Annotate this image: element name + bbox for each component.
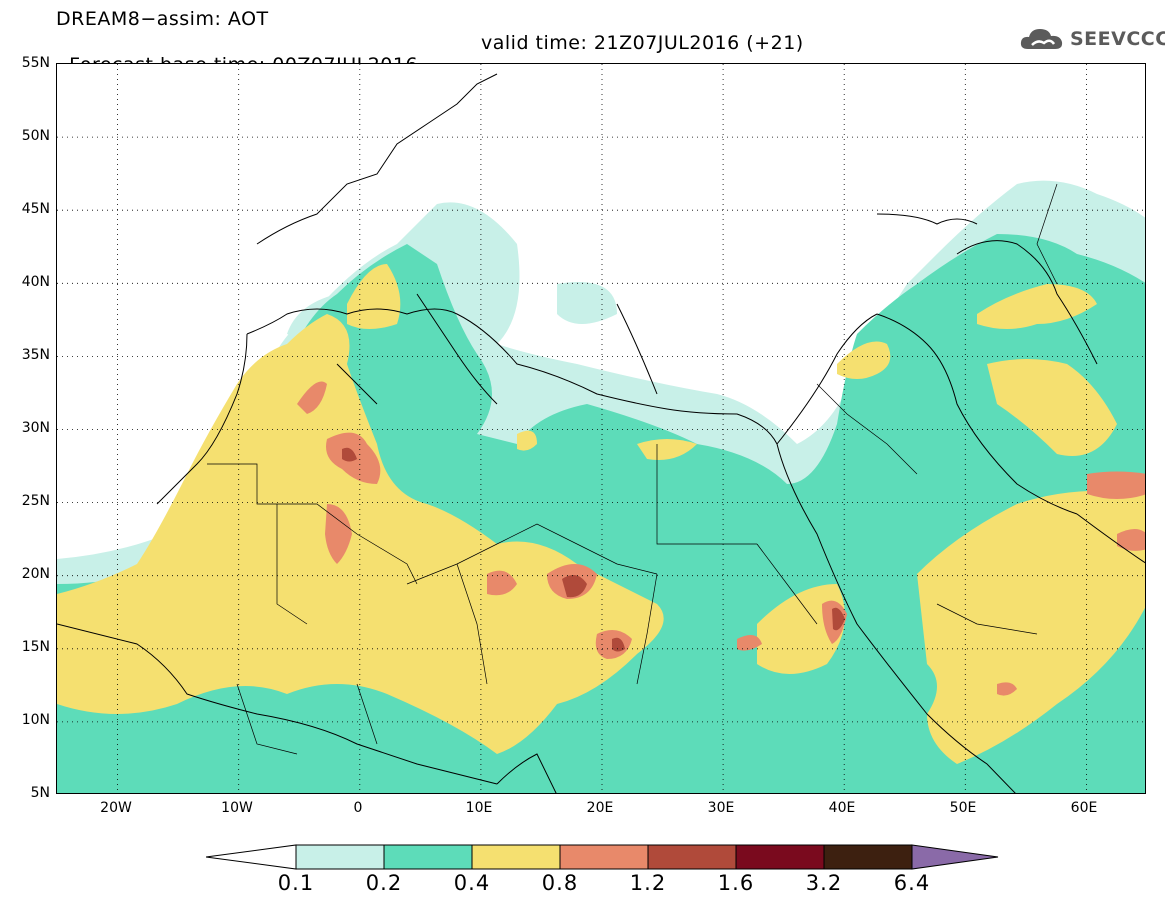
country-borders [207, 183, 1058, 755]
colorbar-label-0.8: 0.8 [541, 871, 579, 895]
coastlines [57, 73, 1145, 793]
lat-label-40n: 40N [21, 274, 50, 290]
lat-label-45n: 45N [21, 201, 50, 217]
colorbar-label-3.2: 3.2 [805, 871, 843, 895]
colorbar-bin-1.2 [647, 844, 737, 870]
colorbar-label-1.6: 1.6 [717, 871, 755, 895]
lat-label-35n: 35N [21, 347, 50, 363]
lat-label-5n: 5N [30, 785, 50, 801]
valid-time-label: valid time: 21Z07JUL2016 (+21) [481, 32, 804, 54]
lat-label-30n: 30N [21, 420, 50, 436]
colorbar-bin-3.2 [823, 844, 913, 870]
aot-contour-0.4 [57, 264, 1145, 764]
map-title: DREAM8−assim: AOT [56, 8, 269, 30]
cloud-icon [1020, 29, 1063, 49]
lon-label-30e: 30E [707, 800, 735, 816]
aot-contour-1.2 [342, 447, 845, 652]
colorbar-under-arrow [206, 844, 297, 870]
colorbar-label-6.4: 6.4 [893, 871, 931, 895]
lon-label-60e: 60E [1070, 800, 1098, 816]
colorbar-bin-0.8 [559, 844, 649, 870]
colorbar-bin-0.2 [383, 844, 473, 870]
aot-map [56, 63, 1146, 794]
lon-label-50e: 50E [949, 800, 977, 816]
colorbar-label-0.2: 0.2 [365, 871, 403, 895]
lon-label-0: 0 [353, 800, 363, 816]
colorbar-over-arrow [911, 844, 999, 870]
lon-label-20w: 20W [100, 800, 132, 816]
lat-label-25n: 25N [21, 493, 50, 509]
lon-label-10w: 10W [221, 800, 253, 816]
lat-label-20n: 20N [21, 566, 50, 582]
lat-label-50n: 50N [21, 128, 50, 144]
lon-label-20e: 20E [586, 800, 614, 816]
logo-text: SEEVCCC [1070, 28, 1165, 50]
colorbar [206, 844, 999, 870]
colorbar-label-0.4: 0.4 [453, 871, 491, 895]
aot-field [57, 64, 1145, 793]
colorbar-bin-0.1 [295, 844, 385, 870]
colorbar-bin-0.4 [471, 844, 561, 870]
lat-label-10n: 10N [21, 712, 50, 728]
colorbar-label-1.2: 1.2 [629, 871, 667, 895]
graticule [57, 64, 1145, 793]
lat-label-55n: 55N [21, 55, 50, 71]
colorbar-label-0.1: 0.1 [277, 871, 315, 895]
lon-label-40e: 40E [828, 800, 856, 816]
colorbar-bin-1.6 [735, 844, 825, 870]
lon-label-10e: 10E [465, 800, 493, 816]
lat-label-15n: 15N [21, 639, 50, 655]
seevccc-logo: SEEVCCC [1018, 24, 1165, 54]
